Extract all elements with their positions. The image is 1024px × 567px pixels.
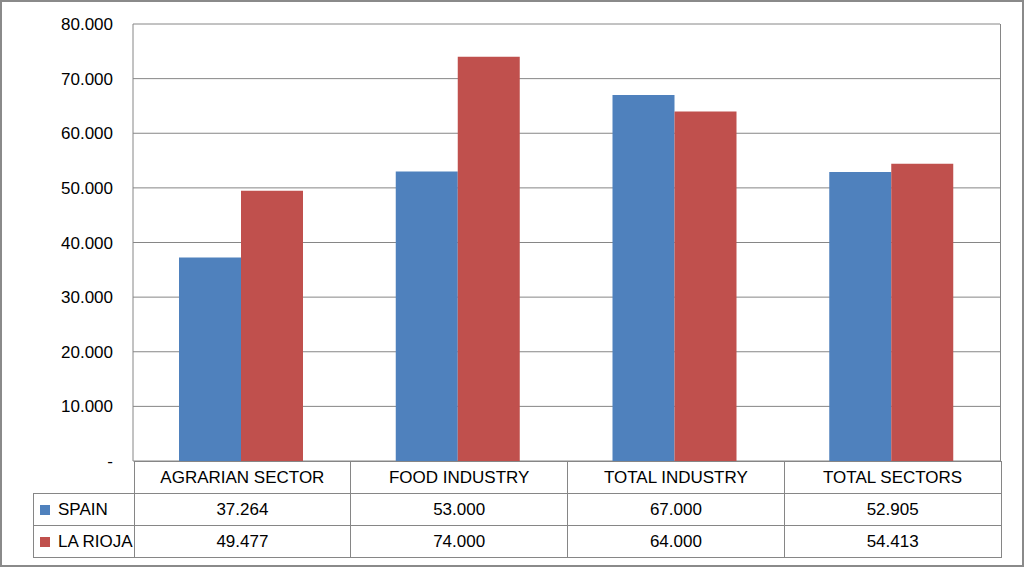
svg-text:20.000: 20.000 <box>61 343 113 362</box>
svg-text:10.000: 10.000 <box>61 397 113 416</box>
html-text:53.000: 53.000 <box>433 499 486 519</box>
html-text:54.413: 54.413 <box>866 531 919 551</box>
html-text:67.000: 67.000 <box>649 499 702 519</box>
html-text:37.264: 37.264 <box>216 499 269 519</box>
svg-text:70.000: 70.000 <box>61 70 113 89</box>
html-text:SPAIN: SPAIN <box>58 499 108 519</box>
html-text:TOTAL SECTORS: TOTAL SECTORS <box>823 467 963 487</box>
html-text:AGRARIAN SECTOR: AGRARIAN SECTOR <box>160 467 325 487</box>
html-text:64.000: 64.000 <box>649 531 702 551</box>
svg-text:40.000: 40.000 <box>61 234 113 253</box>
html-text:74.000: 74.000 <box>433 531 486 551</box>
svg-text:80.000: 80.000 <box>61 15 113 34</box>
svg-text:-: - <box>107 452 113 467</box>
html-text:LA RIOJA: LA RIOJA <box>58 531 133 551</box>
svg-text:60.000: 60.000 <box>61 124 113 143</box>
html-text:FOOD INDUSTRY: FOOD INDUSTRY <box>388 467 530 487</box>
html-text:49.477: 49.477 <box>216 531 269 551</box>
html-text:TOTAL INDUSTRY: TOTAL INDUSTRY <box>603 467 748 487</box>
svg-text:30.000: 30.000 <box>61 288 113 307</box>
svg-text:50.000: 50.000 <box>61 179 113 198</box>
html-text:52.905: 52.905 <box>866 499 919 519</box>
